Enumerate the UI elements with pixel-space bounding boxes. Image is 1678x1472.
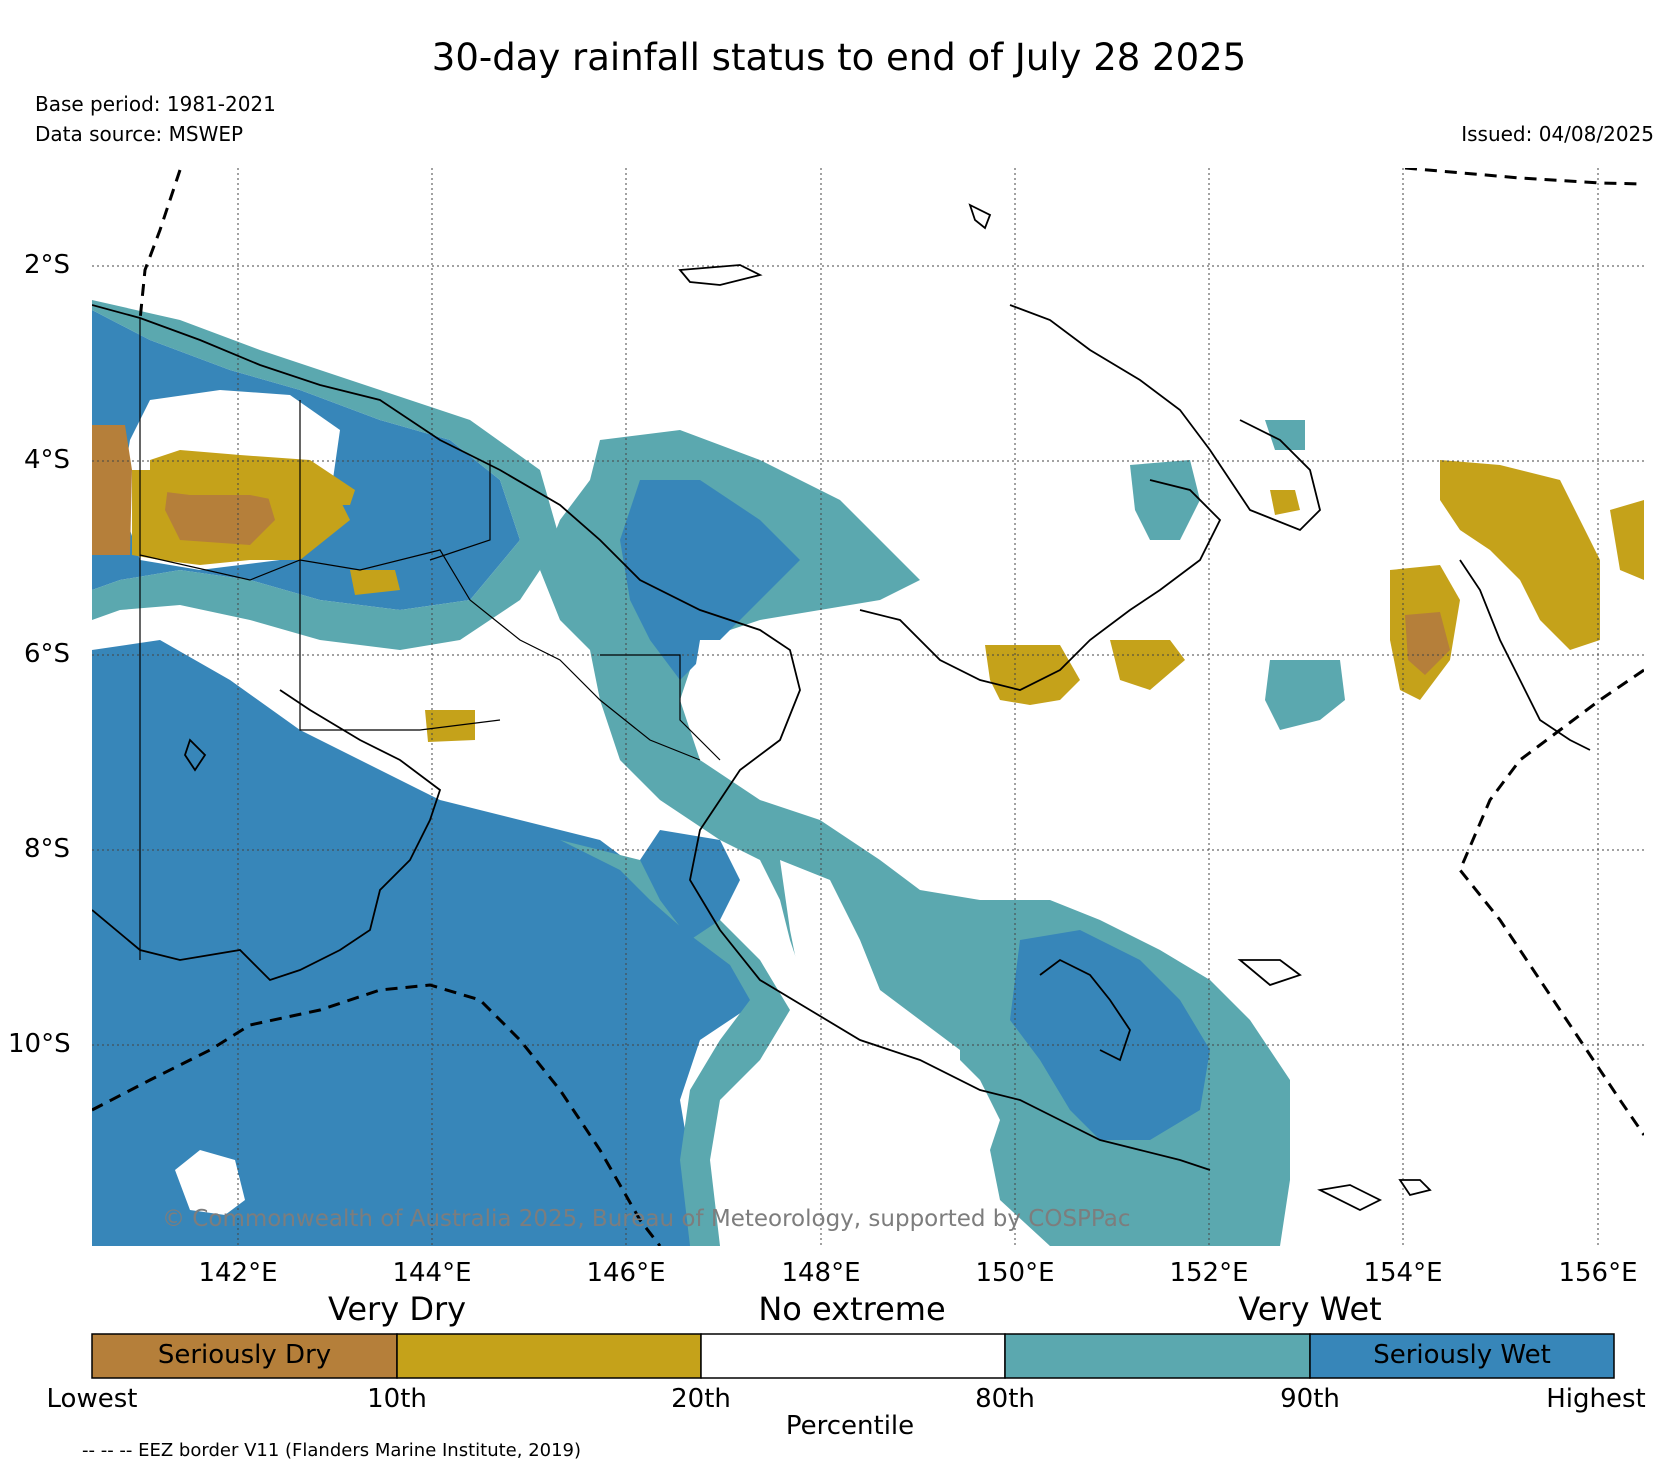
lat-label-10s: 10°S	[8, 1029, 71, 1059]
very-wet-region-gulf-edge	[560, 840, 790, 1246]
lat-label-6s: 6°S	[24, 639, 71, 669]
white-island-patch	[175, 1150, 245, 1215]
very-wet-patch-new-ireland	[1265, 420, 1305, 450]
lon-label-148e: 148°E	[781, 1258, 861, 1288]
very-dry-small-1	[350, 570, 400, 595]
base-period: Base period: 1981-2021	[35, 92, 276, 116]
very-dry-region-bougainville	[1440, 460, 1600, 650]
legend-bin-very-wet	[1004, 1333, 1311, 1379]
seriously-dry-region-bougainville	[1405, 612, 1450, 675]
legend-colorbar	[91, 1333, 1615, 1379]
lon-label-144e: 144°E	[392, 1258, 472, 1288]
legend-tick-20th: 20th	[671, 1384, 731, 1414]
legend-tick-lowest: Lowest	[46, 1384, 138, 1414]
seriously-wet-region-papua-south	[640, 830, 740, 940]
seriously-wet-region-south	[92, 640, 760, 1246]
legend-category-no-extreme: No extreme	[758, 1290, 946, 1328]
lon-label-150e: 150°E	[975, 1258, 1055, 1288]
very-dry-patch-east	[1610, 500, 1644, 580]
lat-label-4s: 4°S	[24, 445, 71, 475]
legend-bin-very-dry	[396, 1333, 702, 1379]
legend-bin-no-extreme	[700, 1333, 1006, 1379]
seriously-wet-region-east	[1010, 930, 1210, 1140]
issued-date: Issued: 04/08/2025	[1461, 122, 1654, 146]
eez-borders	[92, 168, 1644, 1246]
copyright-watermark: © Commonwealth of Australia 2025, Bureau…	[162, 1206, 1131, 1232]
legend-bin-label-seriously-wet: Seriously Wet	[1373, 1340, 1551, 1370]
very-dry-region-new-britain	[985, 645, 1080, 705]
lon-label-146e: 146°E	[586, 1258, 666, 1288]
lon-label-142e: 142°E	[198, 1258, 278, 1288]
white-patch-south-coast	[780, 860, 960, 1070]
legend-tick-80th: 80th	[975, 1384, 1035, 1414]
legend-axis-label: Percentile	[785, 1411, 915, 1441]
lon-label-154e: 154°E	[1363, 1258, 1443, 1288]
very-dry-region-new-britain-2	[1110, 640, 1185, 690]
seriously-dry-region-west	[92, 425, 132, 555]
lon-label-156e: 156°E	[1558, 1258, 1638, 1288]
legend-bin-seriously-wet	[1309, 1333, 1615, 1379]
seriously-wet-region-central	[620, 480, 800, 680]
legend-bin-label-seriously-dry: Seriously Dry	[157, 1340, 332, 1370]
legend-bin-seriously-dry	[91, 1333, 398, 1379]
legend-tick-highest: Highest	[1546, 1384, 1646, 1414]
very-wet-patch-north	[1130, 460, 1200, 540]
legend-category-very-wet: Very Wet	[1238, 1290, 1382, 1328]
data-source: Data source: MSWEP	[35, 122, 244, 146]
province-borders	[139, 318, 721, 960]
very-wet-patch-east	[1265, 660, 1345, 730]
legend-tick-90th: 90th	[1280, 1384, 1340, 1414]
legend-category-very-dry: Very Dry	[327, 1290, 467, 1328]
legend-tick-10th: 10th	[367, 1384, 427, 1414]
coastlines	[92, 203, 1591, 1212]
map-title: 30-day rainfall status to end of July 28…	[431, 36, 1247, 79]
eez-note: -- -- -- EEZ border V11 (Flanders Marine…	[82, 1440, 582, 1461]
lat-label-8s: 8°S	[24, 834, 71, 864]
lat-label-2s: 2°S	[24, 250, 71, 280]
graticule	[92, 168, 1644, 1246]
very-dry-patch-new-ireland	[1270, 490, 1300, 515]
very-dry-region-west-3	[150, 450, 355, 505]
white-patch-central	[690, 640, 800, 780]
lon-label-152e: 152°E	[1169, 1258, 1249, 1288]
